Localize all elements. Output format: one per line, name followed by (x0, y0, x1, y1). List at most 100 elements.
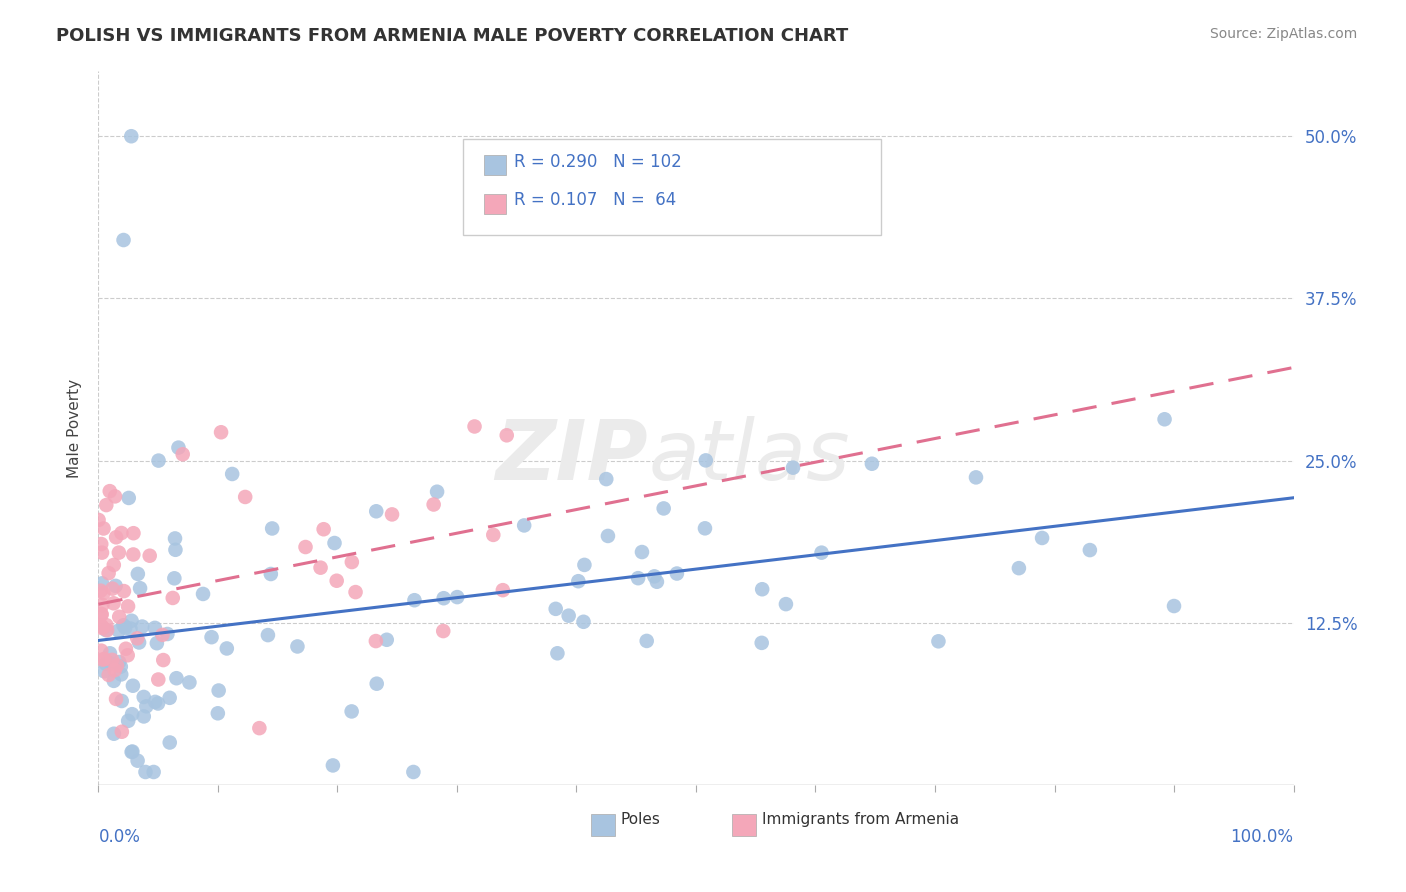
Point (97, 668, 120, 682)
Point (110, 526, 132, 541)
Point (103, 558, 125, 572)
Point (135, 699, 157, 714)
Point (146, 697, 169, 711)
Point (91, 620, 114, 634)
Point (381, 508, 404, 522)
Point (121, 745, 143, 759)
Point (340, 705, 363, 719)
Point (247, 721, 270, 735)
FancyBboxPatch shape (733, 814, 756, 837)
Point (643, 569, 665, 583)
Point (134, 764, 156, 779)
Point (432, 624, 454, 638)
Point (120, 129, 142, 144)
Point (94, 657, 117, 671)
Point (567, 574, 589, 589)
Point (152, 628, 174, 642)
Text: atlas: atlas (648, 417, 849, 497)
Point (152, 653, 174, 667)
Point (93, 586, 115, 600)
Point (513, 518, 536, 533)
Point (108, 546, 131, 560)
Text: Poles: Poles (620, 812, 661, 827)
Point (103, 673, 125, 688)
Point (128, 635, 150, 649)
Point (627, 571, 650, 585)
Point (422, 498, 444, 512)
Point (91, 621, 114, 635)
Point (114, 621, 136, 635)
Point (107, 624, 129, 638)
Point (209, 425, 232, 440)
Point (309, 560, 332, 574)
Point (91, 652, 114, 666)
Point (90, 643, 112, 657)
FancyBboxPatch shape (485, 155, 506, 175)
Text: ZIP: ZIP (495, 417, 648, 497)
Point (695, 453, 717, 467)
Point (143, 695, 166, 709)
Point (172, 447, 194, 461)
Point (294, 540, 316, 554)
Point (1008, 561, 1031, 575)
Point (325, 574, 347, 588)
Point (221, 467, 243, 481)
Point (132, 690, 155, 704)
Point (112, 584, 135, 599)
Point (104, 579, 127, 593)
Point (122, 548, 145, 562)
Point (103, 596, 125, 610)
Point (117, 714, 139, 728)
Point (115, 641, 138, 656)
Point (118, 491, 141, 505)
Point (574, 558, 596, 572)
Point (645, 574, 668, 589)
Point (90, 537, 112, 551)
Point (546, 646, 568, 660)
Text: 0.0%: 0.0% (98, 828, 141, 846)
Point (312, 522, 335, 536)
Point (108, 655, 131, 669)
Point (105, 658, 128, 673)
Point (323, 536, 346, 550)
Point (96, 624, 118, 638)
Point (665, 566, 688, 581)
Point (117, 648, 139, 663)
Point (159, 735, 181, 749)
Text: R = 0.290   N = 102: R = 0.290 N = 102 (515, 153, 682, 171)
Point (433, 591, 456, 606)
Point (117, 599, 139, 614)
Point (775, 597, 797, 611)
Point (366, 676, 388, 690)
Point (97, 566, 120, 581)
Point (179, 675, 201, 690)
Point (91, 598, 114, 612)
Point (96, 498, 118, 512)
Point (90, 607, 112, 621)
Text: 100.0%: 100.0% (1230, 828, 1294, 846)
Point (121, 614, 143, 628)
FancyBboxPatch shape (463, 139, 882, 235)
Point (138, 549, 160, 563)
Point (426, 484, 449, 499)
Point (110, 659, 132, 673)
Point (111, 694, 134, 708)
Point (165, 671, 187, 685)
Point (287, 640, 309, 654)
Point (965, 470, 987, 484)
Point (165, 542, 187, 557)
Point (495, 428, 517, 442)
Point (121, 745, 143, 759)
FancyBboxPatch shape (485, 194, 506, 214)
Point (127, 754, 149, 768)
Point (104, 663, 127, 677)
Point (120, 622, 142, 636)
Point (91, 576, 114, 591)
Point (122, 679, 145, 693)
Point (163, 532, 186, 546)
Point (100, 656, 122, 670)
Point (105, 692, 128, 706)
Point (557, 608, 579, 623)
Point (322, 758, 344, 772)
Point (404, 593, 426, 607)
